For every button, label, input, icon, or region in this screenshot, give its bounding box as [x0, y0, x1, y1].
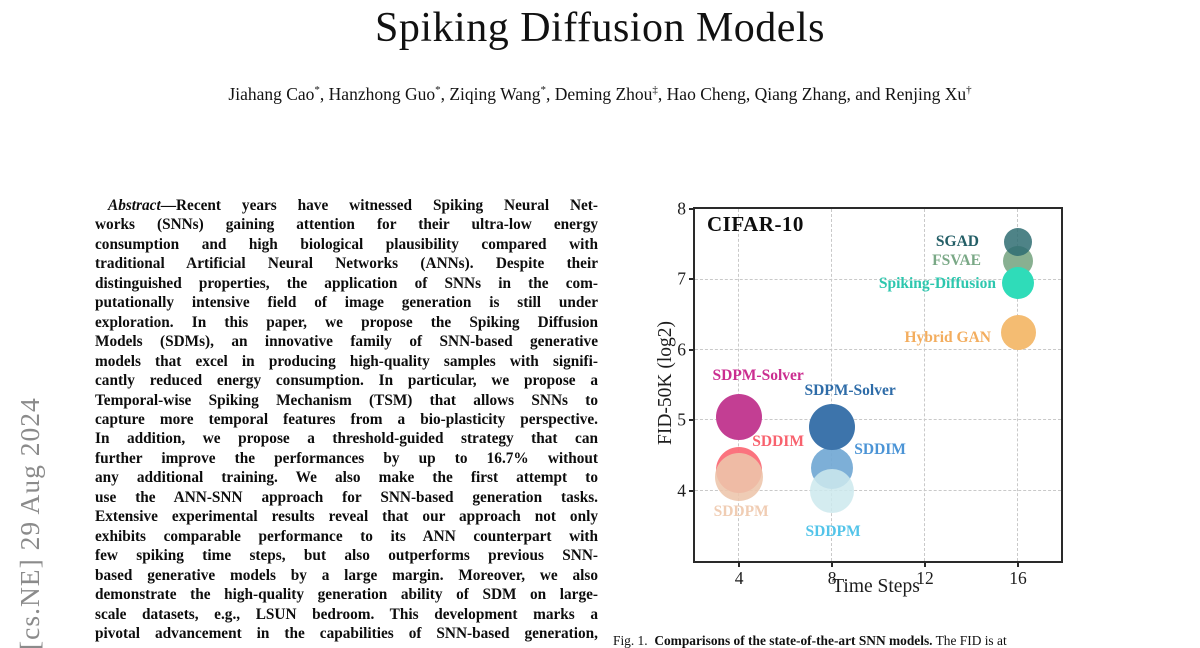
abstract-line: demonstrate the high-quality generation … [95, 586, 598, 604]
bubble-sgad-t16 [1004, 228, 1032, 257]
abstract-label: Abstract [108, 197, 161, 214]
y-tick-label: 8 [677, 198, 686, 219]
caption-prefix: Fig. 1. [613, 633, 648, 648]
bubble-label-sddim-t8: SDDIM [854, 441, 906, 459]
bubble-sdpm-solver-t4 [716, 394, 763, 441]
y-gridline [695, 349, 1061, 351]
x-tick-label: 4 [734, 568, 744, 588]
abstract-line: Extensive experimental results reveal th… [95, 508, 598, 526]
y-gridline [695, 419, 1061, 421]
abstract-line: cantly reduced energy consumption. In pa… [95, 372, 598, 390]
abstract-line: capture more temporal features from a bi… [95, 410, 598, 428]
bubble-sdpm-solver-t8 [809, 404, 856, 451]
x-tick-label: 12 [916, 568, 934, 588]
bubble-label-sgad-t16: SGAD [935, 233, 979, 251]
caption-bold: Comparisons of the state-of-the-art SNN … [654, 633, 933, 648]
y-tick [689, 489, 695, 492]
author-name: and Renjing Xu [855, 84, 967, 104]
x-tick-label: 16 [1009, 568, 1027, 588]
x-tick [831, 561, 834, 567]
y-tick-label: 4 [677, 480, 686, 501]
abstract-line: models that excel in producing high-qual… [95, 352, 598, 370]
bubble-label-sdpm-solver-t4: SDPM-Solver [712, 367, 804, 385]
abstract-line: exploration. In this paper, we propose t… [95, 313, 598, 331]
bubble-label-spiking-diffusion-t16: Spiking-Diffusion [878, 274, 996, 292]
x-tick [738, 561, 741, 567]
author-name: Deming Zhou [554, 84, 653, 104]
bubble-label-sddpm-t4: SDDPM [713, 503, 769, 521]
x-gridline [738, 209, 740, 561]
y-axis-label: FID-50K (log2) [655, 320, 676, 446]
bubble-label-fsvae-t16: FSVAE [932, 252, 981, 270]
abstract-line: use the ANN-SNN approach for SNN-based g… [95, 488, 598, 506]
author-affiliation-mark: * [540, 84, 546, 97]
abstract: Abstract—Recent years have witnessed Spi… [95, 196, 598, 643]
abstract-line: In addition, we propose a threshold-guid… [95, 430, 598, 448]
abstract-line: any additional training. We also make th… [95, 469, 598, 487]
abstract-line: few spiking time steps, but also outperf… [95, 547, 598, 565]
abstract-line: scale datasets, e.g., LSUN bedroom. This… [95, 605, 598, 623]
author-affiliation-mark: † [966, 84, 972, 97]
chart-title: CIFAR-10 [707, 212, 804, 236]
abstract-line: Models (SDMs), an innovative family of S… [95, 333, 598, 351]
abstract-line: traditional Artificial Neural Networks (… [95, 255, 598, 273]
x-gridline [831, 209, 833, 561]
y-tick [689, 208, 695, 210]
y-gridline [695, 278, 1061, 280]
author-name: Jiahang Cao [228, 84, 315, 104]
y-gridline [695, 489, 1061, 491]
author-affiliation-mark: * [435, 84, 441, 97]
abstract-line: based generative models by a large margi… [95, 566, 598, 584]
abstract-line: consumption and high biological plausibi… [95, 235, 598, 253]
bubble-label-sdpm-solver-t8: SDPM-Solver [804, 382, 896, 400]
y-tick-label: 7 [677, 268, 686, 289]
bubble-spiking-diffusion-t16 [1002, 266, 1034, 299]
y-tick-label: 6 [677, 339, 686, 360]
author-name: Hanzhong Guo [328, 84, 436, 104]
x-tick-label: 8 [827, 568, 837, 588]
y-tick [689, 419, 695, 422]
bubble-sddpm-t4 [715, 453, 764, 502]
author-name: Ziqing Wang [449, 84, 541, 104]
abstract-line: Temporal-wise Spiking Mechanism (TSM) th… [95, 391, 598, 409]
author-name: Qiang Zhang [754, 84, 847, 104]
arxiv-watermark: [cs.NE] 29 Aug 2024 [14, 397, 45, 648]
paper-title: Spiking Diffusion Models [375, 5, 825, 51]
figure-caption: Fig. 1. Comparisons of the state-of-the-… [613, 633, 1110, 648]
bubble-sddpm-t8 [810, 468, 855, 513]
abstract-line: pivotal advancement in the capabilities … [95, 624, 598, 642]
abstract-line: further improve the performances by up t… [95, 449, 598, 467]
authors-line: Jiahang Cao*, Hanzhong Guo*, Ziqing Wang… [228, 84, 972, 104]
x-tick [1017, 561, 1019, 567]
author-name: Hao Cheng [666, 84, 746, 104]
y-tick [689, 278, 695, 281]
abstract-line: distinguished properties, the applicatio… [95, 274, 598, 292]
abstract-line: putationally intensive field of image ge… [95, 294, 598, 312]
bubble-label-sddim-t4: SDDIM [752, 433, 804, 451]
bubble-chart: 4 8 12 16 8 7 6 5 4 FSVAE SGAD Spiking-Diffusion Hyb… [677, 199, 1063, 588]
y-tick-label: 5 [677, 409, 686, 430]
x-tick [924, 561, 927, 567]
author-affiliation-mark: * [314, 84, 320, 97]
bubble-label-hybrid-gan-t16: Hybrid GAN [904, 328, 991, 346]
bubble-hybrid-gan-t16 [1000, 315, 1036, 351]
bubble-label-sddpm-t8: SDDPM [805, 522, 861, 540]
abstract-line: exhibits comparable performance to its A… [95, 527, 598, 545]
abstract-line: works (SNNs) gaining attention for their… [95, 216, 598, 234]
y-tick [689, 348, 695, 351]
caption-rest: The FID is at [935, 633, 1007, 648]
author-affiliation-mark: ‡ [652, 84, 658, 97]
abstract-line: Abstract—Recent years have witnessed Spi… [108, 197, 598, 214]
x-axis-label: Time Steps [832, 576, 920, 597]
x-gridline [924, 209, 926, 561]
x-gridline [1017, 209, 1019, 561]
